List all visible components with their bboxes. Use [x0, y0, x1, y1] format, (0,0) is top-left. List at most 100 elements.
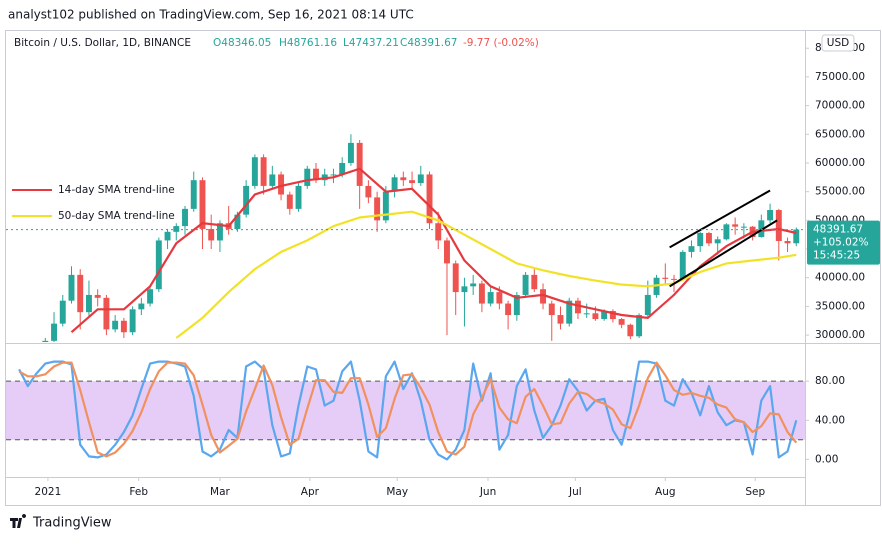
y-tick-label: 60000.00: [815, 157, 865, 169]
candle-body: [775, 210, 782, 242]
candle-body: [295, 185, 302, 209]
last-price-label: 48391.67: [813, 224, 863, 236]
candle-body: [25, 358, 31, 372]
candle-body: [112, 320, 119, 330]
candle-body: [609, 311, 616, 320]
y-tick-label: 75000.00: [815, 71, 865, 83]
candle-body: [182, 208, 188, 227]
y-tick-label: 35000.00: [815, 300, 865, 312]
candle-body: [269, 174, 276, 186]
x-tick-label: Sep: [745, 486, 765, 498]
candle-body: [347, 142, 354, 163]
frame: [5, 30, 881, 506]
candle-body: [417, 174, 424, 184]
candle-body: [566, 300, 573, 324]
candle-body: [374, 197, 381, 221]
price-pane: [25, 134, 800, 372]
quote-value: O48346.05: [213, 37, 271, 49]
trend-line: [669, 219, 778, 288]
candle-body: [505, 303, 512, 316]
candle-body: [173, 226, 180, 232]
currency-label: USD: [827, 37, 849, 49]
trend-line: [669, 189, 771, 249]
legend-label: 50-day SMA trend-line: [58, 210, 175, 222]
candle-body: [243, 185, 250, 215]
candle-body: [278, 174, 285, 195]
candle-body: [461, 286, 468, 293]
candle-body: [68, 274, 75, 301]
candle-body: [679, 251, 686, 280]
candle-body: [400, 177, 407, 181]
x-tick-label: May: [386, 486, 408, 498]
candle-body: [51, 323, 57, 341]
candle-body: [644, 294, 651, 316]
candle-body: [77, 274, 84, 313]
candle-body: [208, 228, 215, 241]
candle-body: [313, 168, 319, 181]
quote-value: L47437.21: [343, 37, 399, 49]
candle-body: [592, 313, 599, 320]
publisher: analyst102 published on TradingView.com,…: [8, 8, 414, 22]
candle-body: [444, 240, 450, 264]
candle-body: [164, 231, 171, 241]
candle-body: [671, 278, 677, 280]
change-label: +105.02%: [813, 237, 869, 249]
x-tick-label: Jun: [479, 486, 496, 498]
symbol-title: Bitcoin / U.S. Dollar, 1D, BINANCE: [14, 37, 191, 49]
tradingview-logo: TradingView: [10, 514, 112, 531]
sma-line: [175, 210, 797, 339]
candle-body: [155, 240, 162, 290]
quote-value: C48391.67: [400, 37, 457, 49]
candle-body: [452, 263, 459, 293]
candle-body: [199, 180, 206, 229]
candle-body: [435, 223, 442, 241]
countdown-label: 15:45:25: [813, 250, 860, 262]
sma-line: [70, 167, 797, 334]
candle-body: [42, 340, 49, 342]
candle-body: [190, 180, 197, 209]
y-tick-label: 30000.00: [815, 329, 865, 341]
stoch-line: [18, 360, 798, 461]
candle-body: [574, 300, 581, 314]
footer-brand: TradingView: [32, 516, 112, 531]
candle-body: [601, 311, 608, 320]
y-tick-label: 55000.00: [815, 186, 865, 198]
candle-body: [714, 239, 721, 244]
candle-body: [732, 224, 739, 227]
candle-body: [94, 294, 101, 298]
candle-body: [540, 289, 547, 304]
candle-body: [103, 297, 110, 330]
candle-body: [470, 283, 477, 287]
candle-body: [767, 210, 774, 221]
candle-body: [557, 315, 564, 324]
candle-body: [784, 241, 791, 244]
quote-value: -9.77 (-0.02%): [463, 37, 539, 49]
x-tick-label: Mar: [210, 486, 230, 498]
candle-body: [382, 191, 389, 221]
candle-body: [478, 283, 485, 304]
candle-body: [793, 229, 800, 244]
x-tick-label: Apr: [301, 486, 320, 498]
candle-body: [147, 289, 154, 304]
candle-body: [513, 294, 520, 316]
candle-body: [758, 220, 765, 237]
candle-body: [496, 292, 503, 304]
candle-body: [330, 174, 337, 176]
candle-body: [583, 313, 590, 315]
band-fill: [6, 381, 805, 440]
x-tick-label: 2021: [35, 486, 62, 498]
candle-body: [688, 246, 695, 252]
candle-body: [85, 294, 92, 313]
y-tick-label: 70000.00: [815, 100, 865, 112]
candle-body: [34, 349, 40, 358]
quote-value: H48761.16: [279, 37, 337, 49]
candle-body: [662, 277, 669, 279]
candle-body: [426, 174, 433, 224]
currency-badge: [821, 34, 855, 52]
candle-body: [339, 162, 346, 175]
candle-body: [697, 232, 704, 247]
candle-body: [531, 274, 538, 290]
candle-body: [705, 232, 712, 244]
x-tick-label: Feb: [129, 486, 148, 498]
candle-body: [409, 180, 416, 184]
